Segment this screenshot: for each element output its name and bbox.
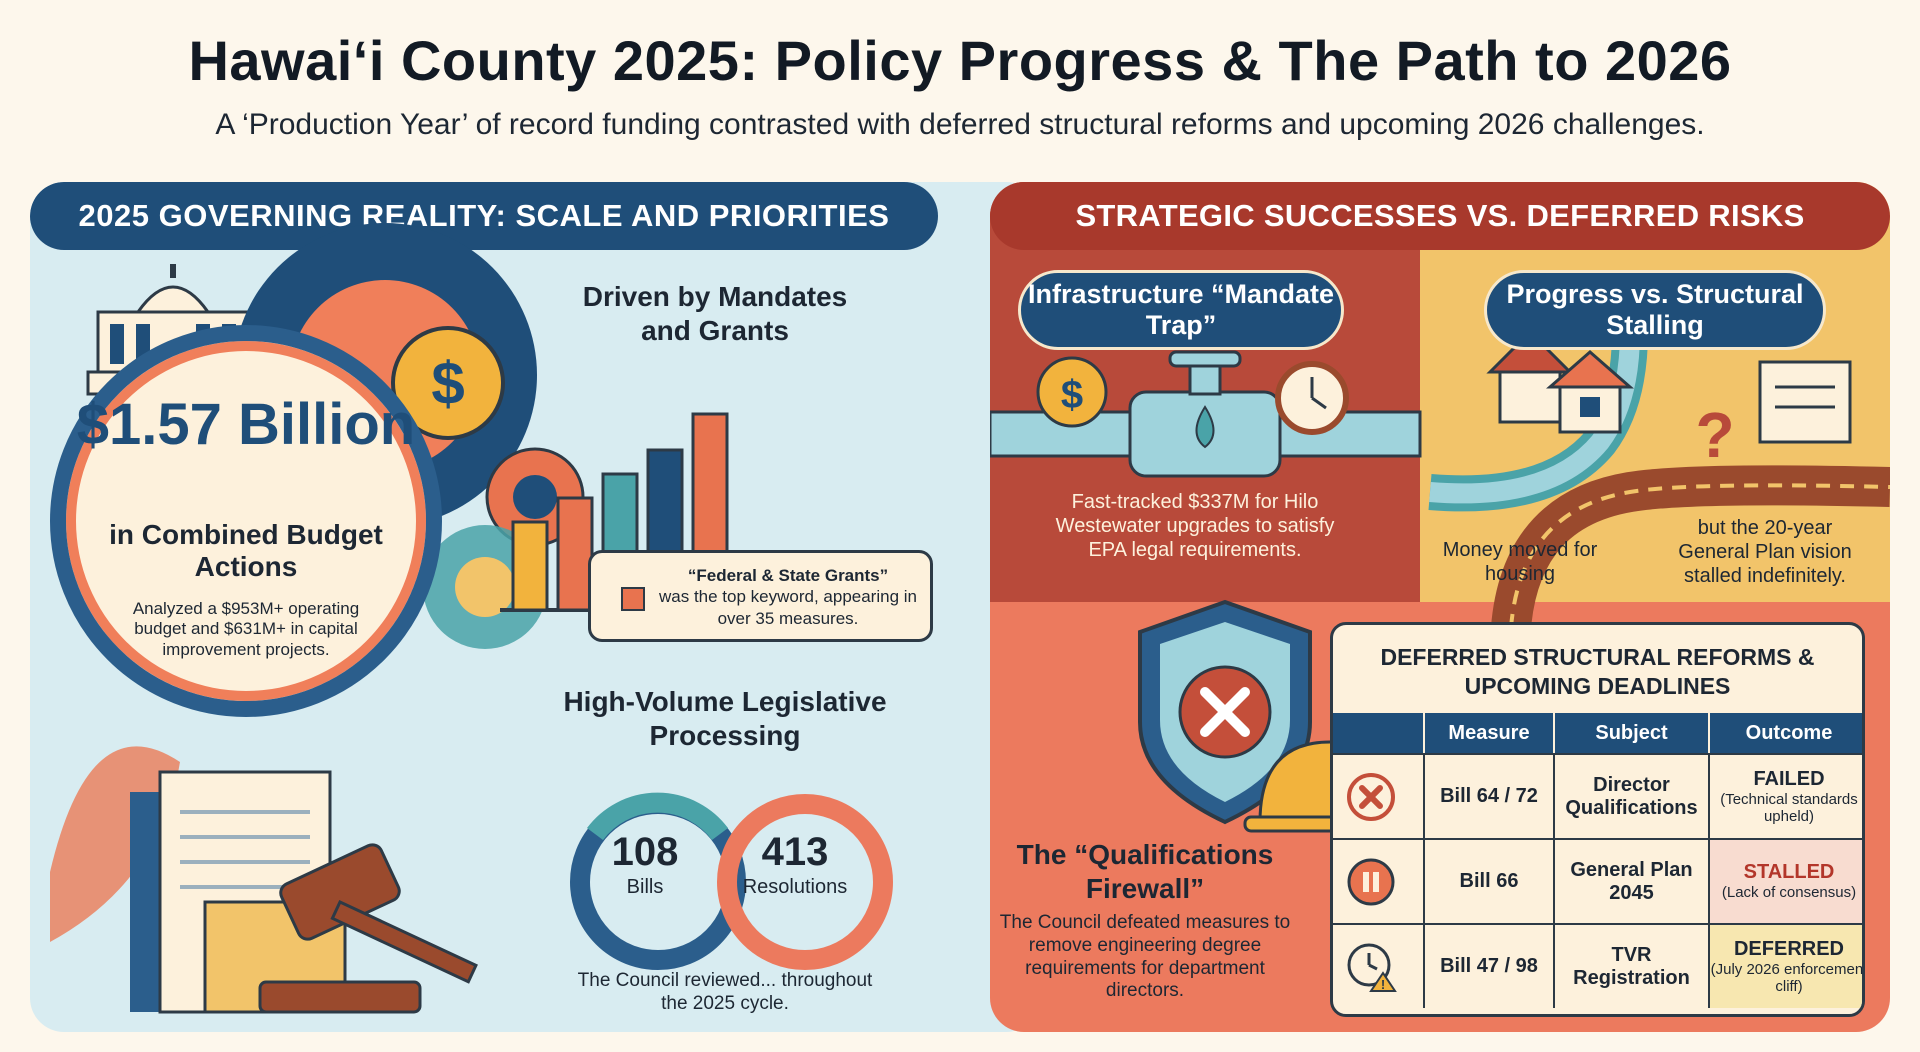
outcome-note: (July 2026 enforcement cliff) xyxy=(1710,960,1865,995)
x-circle-icon xyxy=(1347,773,1395,821)
outcome-cell: FAILED (Technical standards upheld) xyxy=(1708,755,1862,838)
governing-reality-header: 2025 GOVERNING REALITY: SCALE AND PRIORI… xyxy=(30,182,938,250)
table-row: ! Bill 47 / 98 TVR Registration DEFERRED… xyxy=(1333,923,1862,1008)
page-title: Hawai‘i County 2025: Policy Progress & T… xyxy=(188,29,1732,92)
table-header-row: Measure Subject Outcome xyxy=(1333,713,1862,753)
bills-label: Bills xyxy=(626,876,664,898)
teal-circle-center xyxy=(455,557,515,617)
outcome-status: STALLED xyxy=(1743,861,1835,884)
dollar-coin-icon xyxy=(391,326,505,440)
table-title: DEFERRED STRUCTURAL REFORMS & UPCOMING D… xyxy=(1380,644,1815,699)
budget-label: in Combined Budget Actions xyxy=(109,519,383,583)
outcome-status: FAILED xyxy=(1753,767,1825,790)
chart-bar xyxy=(511,520,549,612)
target-center xyxy=(513,475,557,519)
measure-cell: Bill 47 / 98 xyxy=(1423,925,1553,1008)
outcome-status: DEFERRED xyxy=(1733,937,1844,960)
strategic-header: STRATEGIC SUCCESSES VS. DEFERRED RISKS xyxy=(990,182,1890,250)
subject-cell: General Plan 2045 xyxy=(1553,840,1708,923)
grants-legend-swatch xyxy=(621,587,645,611)
resolutions-ring xyxy=(717,794,893,970)
grants-callout-quote: “Federal & State Grants” xyxy=(687,566,889,585)
table-header-icon xyxy=(1333,713,1423,753)
resolutions-label: Resolutions xyxy=(742,876,848,898)
table-row: Bill 66 General Plan 2045 STALLED (Lack … xyxy=(1333,838,1862,923)
subject-cell: TVR Registration xyxy=(1553,925,1708,1008)
measure-cell: Bill 66 xyxy=(1423,840,1553,923)
grants-chart-title: Driven by Mandates and Grants xyxy=(582,281,848,346)
firewall-title: The “Qualifications Firewall” xyxy=(1016,839,1274,904)
mandate-trap-pill: Infrastructure “Mandate Trap” xyxy=(1018,270,1344,350)
budget-note: Analyzed a $953M+ operating budget and $… xyxy=(132,599,360,659)
outcome-note: (Technical standards upheld) xyxy=(1720,790,1858,825)
subject-cell: Director Qualifications xyxy=(1553,755,1708,838)
general-plan-note: but the 20-year General Plan vision stal… xyxy=(1678,517,1852,587)
chart-bar xyxy=(556,496,594,612)
firewall-note: The Council defeated measures to remove … xyxy=(999,912,1291,1002)
grants-callout: “Federal & State Grants” was the top key… xyxy=(588,550,933,642)
page-subtitle: A ‘Production Year’ of record funding co… xyxy=(215,108,1705,141)
pause-circle-icon xyxy=(1347,858,1395,906)
table-header-subject: Subject xyxy=(1553,713,1708,753)
svg-text:$: $ xyxy=(431,350,464,417)
bills-ring-accent xyxy=(586,792,729,841)
question-mark-icon: ? xyxy=(1695,399,1734,471)
budget-circle: $1.57 Billion in Combined Budget Actions… xyxy=(50,325,442,717)
budget-amount: $1.57 Billion xyxy=(76,392,416,457)
outcome-cell: DEFERRED (July 2026 enforcement cliff) xyxy=(1708,925,1865,1008)
shield-x-icon xyxy=(1138,599,1312,825)
table-header-measure: Measure xyxy=(1423,713,1553,753)
table-header-outcome: Outcome xyxy=(1708,713,1862,753)
outcome-note: (Lack of consensus) xyxy=(1721,884,1857,902)
deferred-reforms-table: DEFERRED STRUCTURAL REFORMS & UPCOMING D… xyxy=(1330,622,1865,1017)
measure-cell: Bill 64 / 72 xyxy=(1423,755,1553,838)
road-house-icon: ? xyxy=(1428,329,1890,653)
structural-stalling-pill: Progress vs. Structural Stalling xyxy=(1484,270,1826,350)
documents-gavel-icon xyxy=(50,746,478,1014)
grants-callout-text: was the top keyword, appearing in over 3… xyxy=(659,587,917,628)
resolutions-count: 413 xyxy=(761,830,829,874)
table-row: Bill 64 / 72 Director Qualifications FAI… xyxy=(1333,753,1862,838)
volume-note: The Council reviewed... throughout the 2… xyxy=(577,970,873,1014)
bills-count: 108 xyxy=(611,830,679,874)
svg-text:$: $ xyxy=(1061,373,1083,417)
clock-warning-icon: ! xyxy=(1347,943,1397,992)
scroll-document-icon xyxy=(1758,360,1852,444)
svg-text:!: ! xyxy=(1381,977,1385,992)
volume-title: High-Volume Legislative Processing xyxy=(563,686,887,751)
mandate-note: Fast-tracked $337M for Hilo Westewater u… xyxy=(1055,491,1335,561)
outcome-cell: STALLED (Lack of consensus) xyxy=(1708,840,1862,923)
housing-note: Money moved for housing xyxy=(1442,539,1598,585)
dollar-coin-icon xyxy=(1036,356,1108,428)
clock-icon xyxy=(1275,361,1349,435)
